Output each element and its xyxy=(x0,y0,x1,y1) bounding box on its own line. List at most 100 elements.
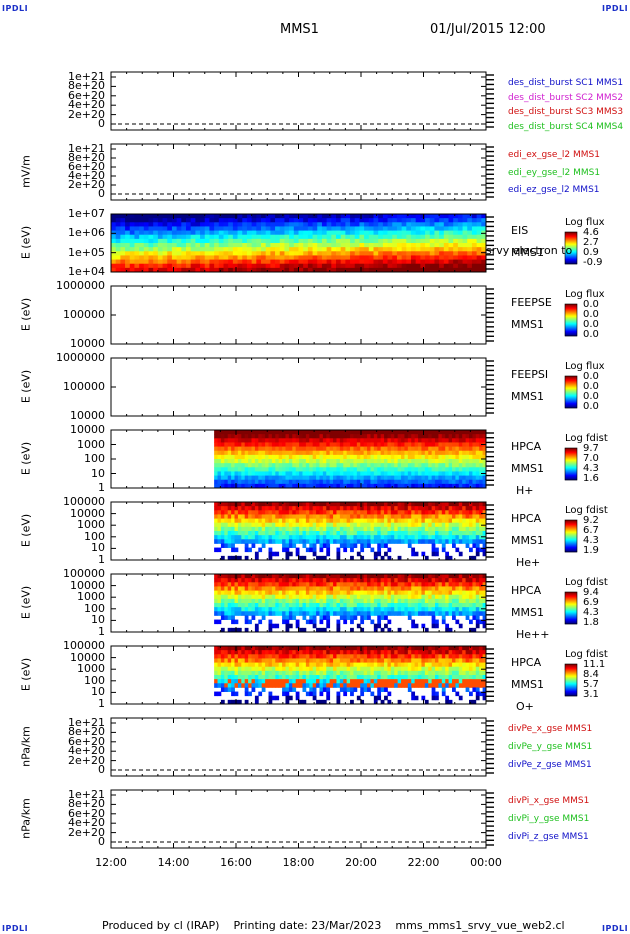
colorbar-tick-2-2: 0.9 xyxy=(583,247,599,258)
ytick-3-1: 100000 xyxy=(63,308,105,321)
spectrogram-8 xyxy=(214,646,487,705)
corner-label-top-left: IPDLI xyxy=(2,4,29,13)
colorbar-tick-7-0: 9.4 xyxy=(583,587,599,598)
ylabel-1: mV/m xyxy=(19,155,33,188)
ytick-2-0: 1e+07 xyxy=(68,207,105,220)
side-label-2-0: EIS xyxy=(511,224,529,237)
ytick-0-1: 8e+20 xyxy=(68,79,105,93)
xtick-5: 22:00 xyxy=(407,856,440,869)
ylabel-8: E (eV) xyxy=(19,657,33,692)
ytick-5-2: 100 xyxy=(84,452,105,465)
ylabel-9: nPa/km xyxy=(19,726,33,767)
ytick-7-1: 10000 xyxy=(70,578,105,592)
spectrogram-7 xyxy=(214,574,487,633)
ytick-8-2: 1000 xyxy=(77,662,105,676)
ytick-7-4: 10 xyxy=(91,613,105,627)
colorbar-title-2: Log flux xyxy=(565,217,605,228)
ytick-10-2: 6e+20 xyxy=(68,806,105,820)
legend-entry-9-1: divPe_y_gse MMS1 xyxy=(508,742,593,753)
date-title: 01/Jul/2015 12:00 xyxy=(430,22,546,37)
side-label-6-0: HPCA xyxy=(511,512,542,525)
ytick-6-0: 100000 xyxy=(63,495,105,508)
ytick-9-1: 8e+20 xyxy=(68,725,105,739)
colorbar-tick-2-3: -0.9 xyxy=(583,257,603,268)
ytick-1-2: 6e+20 xyxy=(68,160,105,173)
panel-3 xyxy=(110,285,578,345)
colorbar-title-3: Log flux xyxy=(565,289,605,300)
xtick-4: 20:00 xyxy=(345,856,377,869)
side-label-8-0: HPCA xyxy=(511,656,542,669)
colorbar-tick-2-0: 4.6 xyxy=(583,227,599,238)
colorbar-tick-8-1: 8.4 xyxy=(583,669,599,680)
ytick-7-3: 100 xyxy=(84,601,105,615)
panel-4 xyxy=(110,357,578,417)
spectrogram-2 xyxy=(111,214,487,273)
colorbar-tick-5-3: 1.6 xyxy=(583,473,599,484)
ytick-3-2: 10000 xyxy=(70,337,105,350)
colorbar-8 xyxy=(564,663,578,697)
legend-entry-10-2: divPi_z_gse MMS1 xyxy=(508,832,589,843)
colorbar-tick-4-1: 0.0 xyxy=(583,381,599,392)
ytick-1-1: 8e+20 xyxy=(68,151,105,164)
legend-entry-9-2: divPe_z_gse MMS1 xyxy=(508,760,592,771)
footer-credit: Produced by cl (IRAP) Printing date: 23/… xyxy=(102,919,565,932)
colorbar-tick-7-2: 4.3 xyxy=(583,607,599,618)
panel-7 xyxy=(110,573,578,633)
ytick-10-5: 0 xyxy=(98,835,105,848)
xtick-6: 00:00 xyxy=(470,856,502,869)
ytick-4-0: 1000000 xyxy=(56,351,105,364)
ytick-1-5: 0 xyxy=(98,187,105,200)
ytick-6-3: 100 xyxy=(84,529,105,543)
ytick-6-1: 10000 xyxy=(70,506,105,520)
colorbar-5 xyxy=(564,447,578,481)
colorbar-tick-3-1: 0.0 xyxy=(583,309,599,320)
side-label-6-1: MMS1 xyxy=(511,534,544,547)
ylabel-3: E (eV) xyxy=(19,297,33,332)
colorbar-tick-7-3: 1.8 xyxy=(583,617,599,628)
ytick-0-3: 4e+20 xyxy=(68,98,105,112)
ytick-4-1: 100000 xyxy=(63,380,105,393)
legend-entry-0-2: des_dist_burst SC3 MMS3 xyxy=(508,107,624,117)
mission-title: MMS1 xyxy=(280,22,319,37)
ytick-10-0: 1e+21 xyxy=(68,788,105,801)
ytick-1-4: 2e+20 xyxy=(68,178,105,191)
legend-entry-1-0: edi_ex_gse_l2 MMS1 xyxy=(508,150,600,160)
ytick-1-3: 4e+20 xyxy=(68,169,105,182)
xtick-0: 12:00 xyxy=(95,856,127,869)
side-label-4-0: FEEPSI xyxy=(511,368,549,381)
side-label-6-2: He+ xyxy=(516,556,541,569)
panel-9 xyxy=(110,717,494,777)
side-label-5-1: MMS1 xyxy=(511,462,544,475)
spectrogram-6 xyxy=(214,502,487,561)
overlay-text-2: srvy electron to xyxy=(486,244,573,257)
ytick-2-1: 1e+06 xyxy=(68,226,105,240)
ytick-8-3: 100 xyxy=(84,673,105,687)
spectrogram-5 xyxy=(214,430,487,489)
ytick-6-5: 1 xyxy=(98,553,105,566)
panel-8 xyxy=(110,645,578,705)
ytick-10-4: 2e+20 xyxy=(68,825,105,839)
colorbar-title-5: Log fdist xyxy=(565,433,608,444)
colorbar-tick-6-1: 6.7 xyxy=(583,525,599,536)
ylabel-5: E (eV) xyxy=(19,441,33,476)
colorbar-2 xyxy=(564,231,578,265)
panel-6 xyxy=(110,501,578,561)
ytick-8-4: 10 xyxy=(91,685,105,699)
ytick-9-2: 6e+20 xyxy=(68,734,105,748)
ytick-4-2: 10000 xyxy=(70,409,105,422)
colorbar-7 xyxy=(564,591,578,625)
side-label-5-0: HPCA xyxy=(511,440,542,453)
legend-entry-1-2: edi_ez_gse_l2 MMS1 xyxy=(508,185,600,195)
ytick-6-4: 10 xyxy=(91,541,105,555)
legend-entry-0-3: des_dist_burst SC4 MMS4 xyxy=(508,121,624,132)
ytick-0-2: 6e+20 xyxy=(68,88,105,102)
legend-entry-10-1: divPi_y_gse MMS1 xyxy=(508,814,590,825)
corner-label-top-right: IPDLI xyxy=(602,4,629,13)
side-label-8-2: O+ xyxy=(516,700,534,713)
colorbar-tick-2-1: 2.7 xyxy=(583,237,599,248)
ytick-0-5: 0 xyxy=(98,117,105,130)
colorbar-tick-4-0: 0.0 xyxy=(583,371,599,382)
ylabel-7: E (eV) xyxy=(19,585,33,620)
colorbar-title-7: Log fdist xyxy=(565,577,608,588)
ytick-2-3: 1e+04 xyxy=(68,265,105,278)
